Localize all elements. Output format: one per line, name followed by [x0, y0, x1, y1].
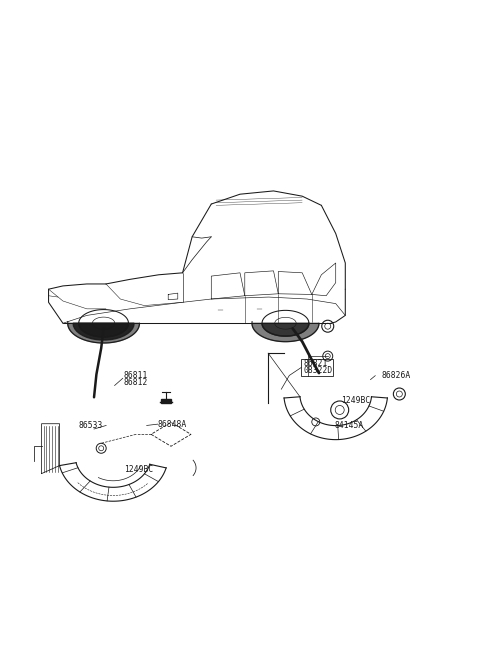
Text: 84145A: 84145A — [335, 421, 364, 430]
Text: 86811: 86811 — [123, 371, 147, 380]
Polygon shape — [79, 323, 129, 337]
Polygon shape — [161, 399, 171, 403]
Text: 1249BC: 1249BC — [341, 396, 371, 405]
Polygon shape — [73, 323, 134, 340]
Bar — [301, 359, 333, 376]
Text: 86848A: 86848A — [157, 420, 187, 428]
Text: 08322D: 08322D — [303, 366, 333, 375]
Text: 1249BC: 1249BC — [124, 465, 154, 474]
Text: 86826A: 86826A — [382, 371, 411, 380]
Polygon shape — [68, 323, 140, 343]
Text: 86533: 86533 — [78, 421, 103, 430]
Polygon shape — [262, 323, 309, 336]
Text: 86812: 86812 — [123, 378, 147, 387]
Text: 86821: 86821 — [303, 359, 327, 369]
Polygon shape — [252, 323, 319, 342]
